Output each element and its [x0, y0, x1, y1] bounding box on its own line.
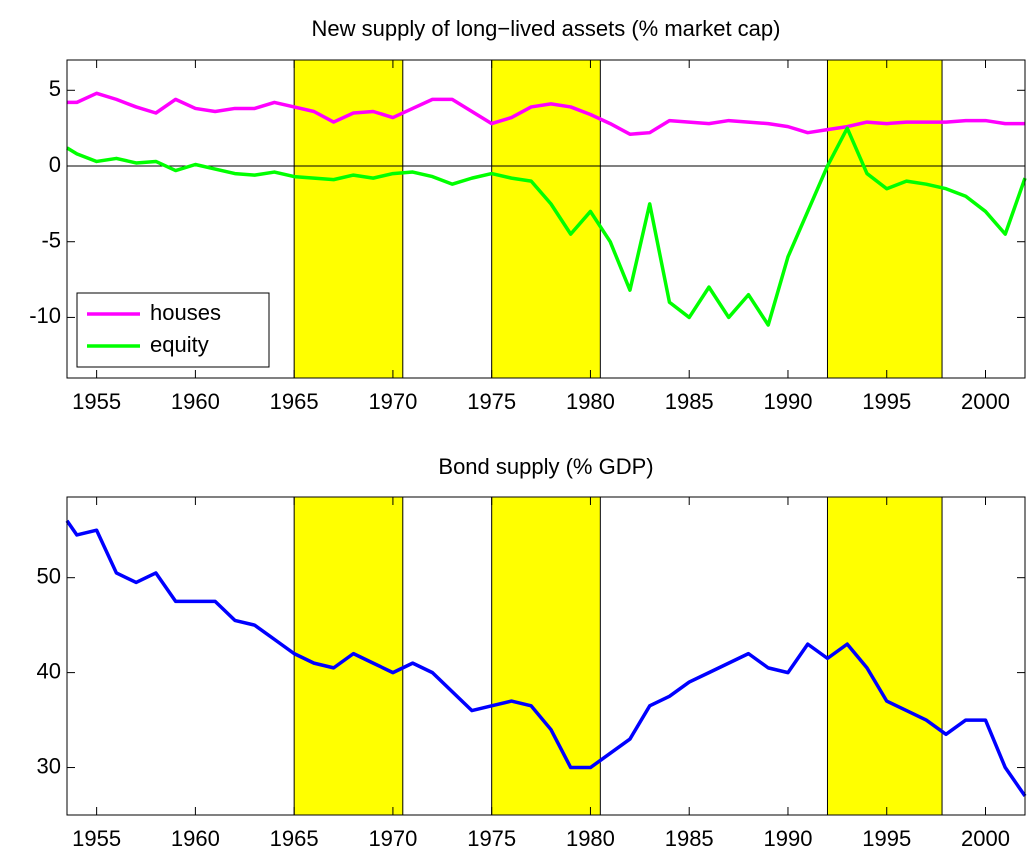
legend-label: houses [150, 300, 221, 325]
x-tick-label: 1975 [467, 826, 516, 851]
legend-label: equity [150, 332, 209, 357]
y-tick-label: 50 [37, 563, 61, 588]
x-tick-label: 1995 [862, 389, 911, 414]
x-tick-label: 2000 [961, 826, 1010, 851]
x-tick-label: 1960 [171, 826, 220, 851]
shaded-region [491, 496, 601, 816]
x-tick-label: 1985 [665, 826, 714, 851]
shaded-region [293, 59, 404, 379]
x-tick-label: 1995 [862, 826, 911, 851]
chart-title: Bond supply (% GDP) [438, 454, 653, 479]
x-tick-label: 1990 [763, 826, 812, 851]
x-tick-label: 1955 [72, 389, 121, 414]
x-tick-label: 1970 [368, 389, 417, 414]
x-tick-label: 1960 [171, 389, 220, 414]
shaded-region [826, 59, 943, 379]
x-tick-label: 1970 [368, 826, 417, 851]
x-tick-label: 1985 [665, 389, 714, 414]
y-tick-label: -10 [29, 303, 61, 328]
series-line [66, 126, 1027, 327]
y-tick-label: 0 [49, 152, 61, 177]
series-line [67, 91, 1025, 136]
x-tick-label: 1955 [72, 826, 121, 851]
chart-title: New supply of long−lived assets (% marke… [312, 16, 781, 41]
y-tick-label: -5 [41, 228, 61, 253]
y-tick-label: 30 [37, 753, 61, 778]
y-tick-label: 40 [37, 658, 61, 683]
x-tick-label: 1980 [566, 389, 615, 414]
shaded-region [826, 496, 943, 816]
x-tick-label: 1990 [763, 389, 812, 414]
legend-box [76, 292, 270, 368]
x-tick-label: 1975 [467, 389, 516, 414]
series-line [65, 519, 1027, 798]
x-tick-label: 2000 [961, 389, 1010, 414]
axes-frame [66, 59, 1026, 379]
x-tick-label: 1965 [270, 826, 319, 851]
x-tick-label: 1965 [270, 389, 319, 414]
x-tick-label: 1980 [566, 826, 615, 851]
axes-frame [66, 496, 1026, 816]
y-tick-label: 5 [49, 76, 61, 101]
